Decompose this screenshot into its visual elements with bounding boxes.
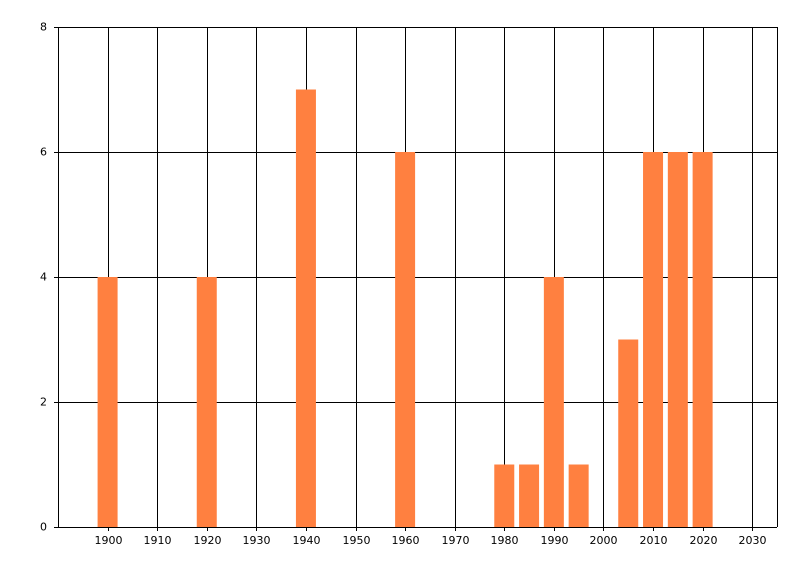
x-tick-label: 2020 xyxy=(690,534,718,547)
bar xyxy=(519,464,540,527)
bar xyxy=(395,152,416,527)
y-tick-label: 6 xyxy=(40,146,47,159)
x-tick-label: 1910 xyxy=(144,534,172,547)
bar xyxy=(568,464,589,527)
y-tick-label: 2 xyxy=(40,396,47,409)
bar xyxy=(196,277,217,527)
x-tick-label: 2000 xyxy=(590,534,618,547)
x-tick-label: 1950 xyxy=(343,534,371,547)
y-tick-label: 4 xyxy=(40,271,47,284)
x-tick-label: 1930 xyxy=(243,534,271,547)
bar xyxy=(295,89,316,527)
x-tick-label: 1990 xyxy=(541,534,569,547)
x-tick-label: 1980 xyxy=(491,534,519,547)
x-tick-label: 1920 xyxy=(194,534,222,547)
y-tick-label: 0 xyxy=(40,521,47,534)
x-tick-label: 1960 xyxy=(392,534,420,547)
bar xyxy=(543,277,564,527)
bar xyxy=(692,152,713,527)
bar xyxy=(494,464,515,527)
bar xyxy=(618,339,639,527)
x-tick-label: 2010 xyxy=(640,534,668,547)
bar xyxy=(643,152,664,527)
x-tick-label: 2030 xyxy=(739,534,767,547)
bar xyxy=(667,152,688,527)
x-tick-label: 1970 xyxy=(442,534,470,547)
y-tick-label: 8 xyxy=(40,21,47,34)
bar xyxy=(97,277,118,527)
x-tick-label: 1940 xyxy=(293,534,321,547)
x-tick-label: 1900 xyxy=(95,534,123,547)
